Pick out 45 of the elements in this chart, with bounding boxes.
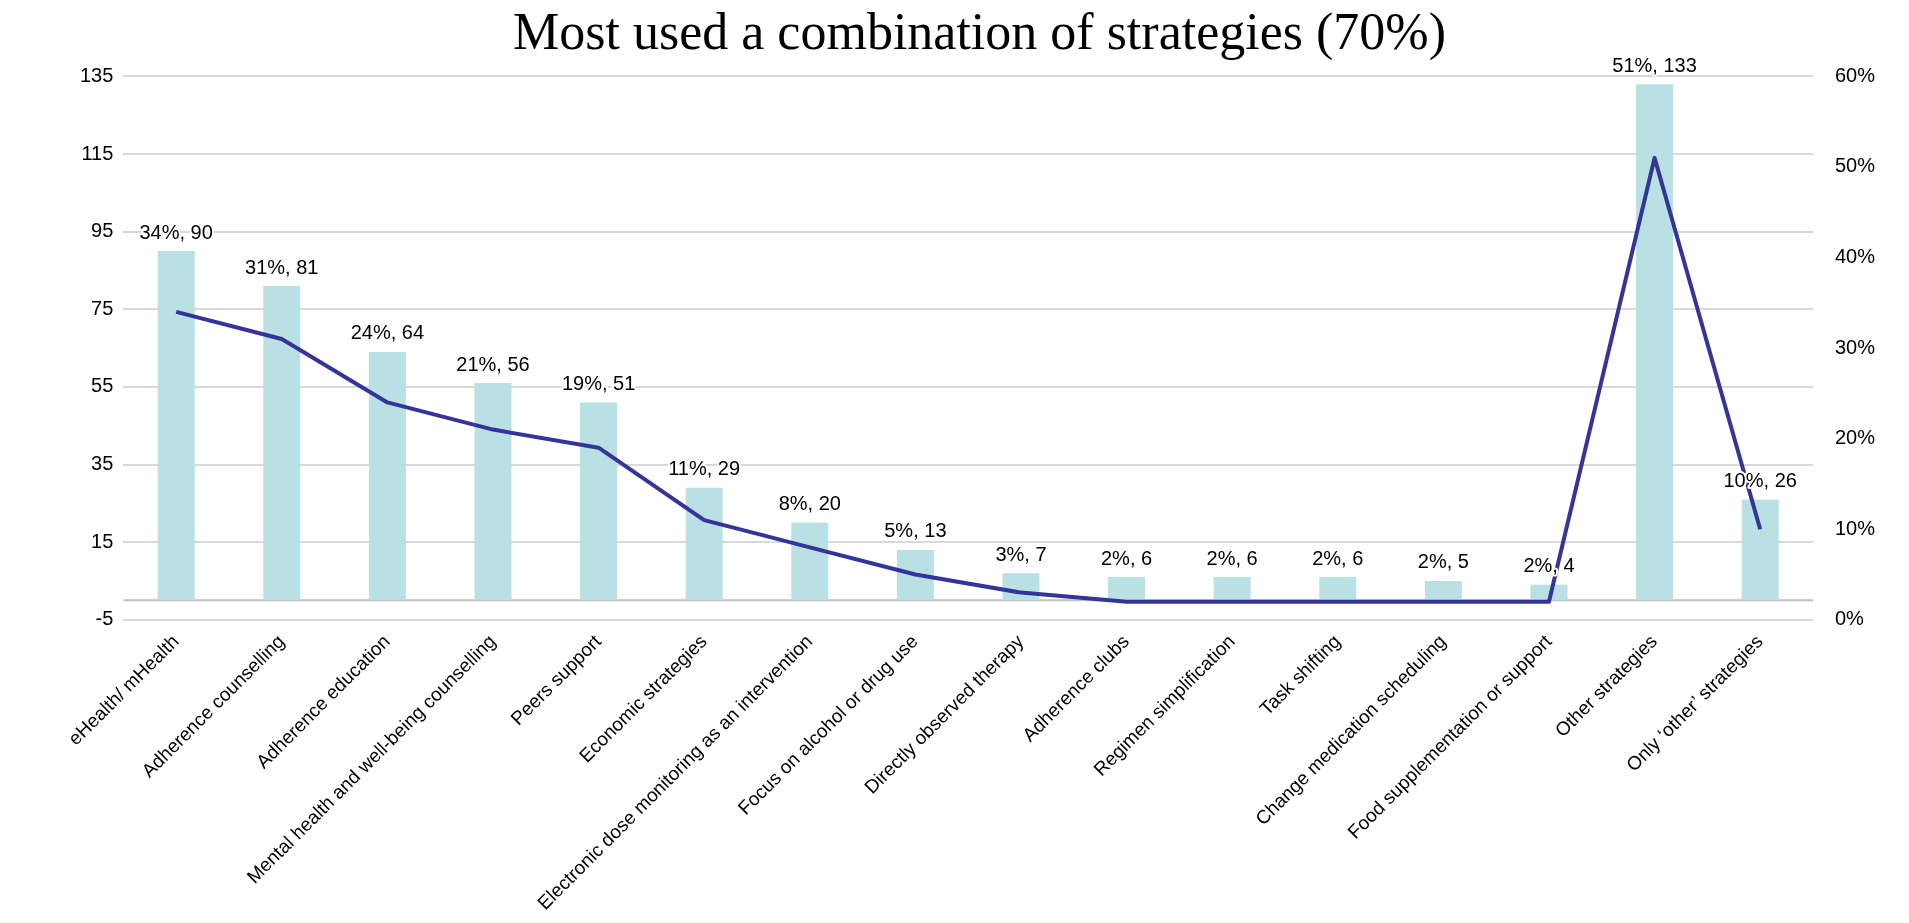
bar: [1741, 499, 1779, 601]
bar: [1424, 580, 1462, 601]
y2-tick-label: 50%: [1834, 154, 1876, 177]
data-label: 31%, 81: [245, 255, 319, 278]
data-label: 51%, 133: [1612, 53, 1697, 76]
data-label: 24%, 64: [350, 321, 425, 344]
data-label: 2%, 5: [1417, 550, 1469, 573]
y-tick-label: 35: [91, 452, 114, 475]
bar: [791, 522, 829, 601]
bar: [1319, 577, 1357, 601]
bar: [368, 351, 406, 601]
y2-tick-label: 10%: [1834, 516, 1876, 539]
y-tick-label: 95: [91, 219, 114, 242]
bar: [157, 251, 195, 601]
bar: [685, 487, 723, 601]
data-label: 2%, 4: [1523, 554, 1575, 577]
bar: [1213, 577, 1251, 601]
data-label: 21%, 56: [456, 352, 530, 375]
data-label: 19%, 51: [561, 371, 636, 394]
y2-tick-label: 60%: [1834, 63, 1876, 86]
y2-tick-label: 20%: [1834, 426, 1876, 449]
bar: [1636, 84, 1674, 601]
data-label: 2%, 6: [1206, 546, 1258, 569]
y-tick-label: -5: [95, 607, 114, 630]
data-label: 8%, 20: [778, 492, 841, 515]
bar: [896, 549, 934, 601]
bar: [1108, 577, 1146, 601]
y-tick-label: 135: [79, 63, 114, 86]
chart-title: Most used a combination of strategies (70%): [513, 2, 1446, 61]
y2-tick-label: 40%: [1834, 245, 1876, 268]
y2-tick-label: 30%: [1834, 335, 1876, 358]
data-label: 34%, 90: [139, 220, 213, 243]
bar: [263, 285, 301, 601]
data-label: 11%, 29: [668, 457, 741, 480]
y-tick-label: 55: [91, 374, 114, 397]
data-label: 2%, 6: [1312, 546, 1364, 569]
data-label: 2%, 6: [1100, 546, 1153, 569]
data-label: 5%, 13: [884, 519, 947, 542]
y2-tick-label: 0%: [1834, 607, 1865, 630]
data-label: 3%, 7: [995, 542, 1047, 565]
bar: [580, 402, 618, 601]
bar: [474, 383, 512, 601]
y-tick-label: 115: [81, 141, 114, 164]
y-tick-label: 15: [91, 529, 114, 552]
y-tick-label: 75: [91, 296, 114, 319]
